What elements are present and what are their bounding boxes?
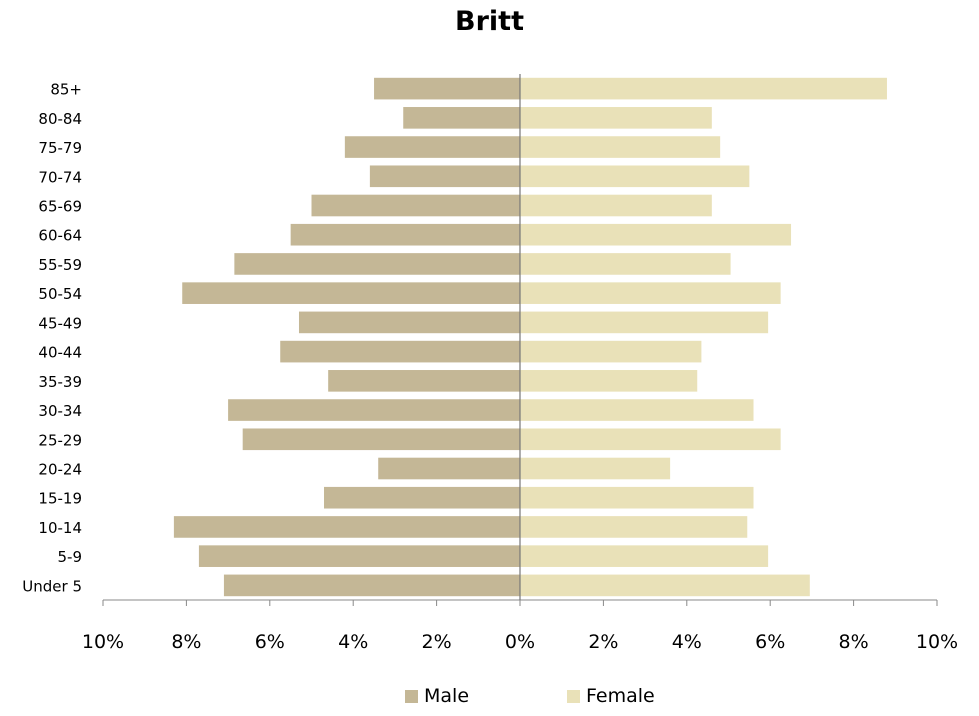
bar-female-16 — [520, 545, 769, 567]
bar-male-15 — [173, 516, 520, 538]
legend-swatch-female — [567, 689, 580, 703]
category-label: 60-64 — [38, 227, 82, 245]
x-tick-label: 4% — [338, 631, 368, 653]
category-label: 35-39 — [38, 373, 82, 391]
legend-label-female: Female — [586, 685, 655, 707]
bar-female-10 — [520, 370, 698, 392]
x-tick-label: 4% — [672, 631, 702, 653]
bar-male-2 — [344, 136, 520, 158]
category-label: 5-9 — [58, 548, 83, 566]
category-label: 50-54 — [38, 285, 82, 303]
bar-female-7 — [520, 282, 781, 304]
bar-female-0 — [520, 77, 887, 100]
category-label: 80-84 — [38, 110, 82, 128]
x-tick-label: 2% — [588, 631, 618, 653]
category-label: 65-69 — [38, 198, 82, 216]
x-tick-label: 0% — [505, 631, 535, 653]
bar-male-5 — [290, 223, 520, 246]
chart-title: Britt — [455, 6, 524, 37]
bar-female-5 — [520, 223, 792, 246]
bar-female-12 — [520, 428, 781, 451]
category-label: 30-34 — [38, 402, 82, 420]
category-label: 45-49 — [38, 314, 82, 332]
bar-female-17 — [520, 574, 810, 597]
x-tick-label: 2% — [422, 631, 452, 653]
bar-female-13 — [520, 457, 671, 480]
legend-label-male: Male — [424, 685, 470, 707]
x-tick-label: 8% — [839, 631, 869, 653]
bar-male-6 — [234, 253, 521, 275]
bar-female-2 — [520, 136, 721, 158]
category-label: Under 5 — [22, 577, 82, 595]
x-tick-label: 8% — [171, 631, 201, 653]
legend-item-female: Female — [567, 683, 655, 709]
bar-male-0 — [374, 77, 520, 100]
bar-female-6 — [520, 253, 731, 275]
bar-female-4 — [520, 194, 712, 217]
x-tick-label: 6% — [755, 631, 785, 653]
x-tick-label: 10% — [82, 631, 124, 653]
category-label: 85+ — [50, 81, 82, 99]
bar-male-3 — [369, 165, 520, 188]
bar-female-11 — [520, 399, 754, 421]
bar-male-7 — [182, 282, 521, 304]
bar-female-1 — [520, 107, 712, 129]
category-label: 10-14 — [38, 519, 82, 537]
bar-male-8 — [298, 311, 520, 334]
category-label: 25-29 — [38, 431, 82, 449]
bar-male-1 — [403, 107, 520, 129]
bar-female-3 — [520, 165, 750, 188]
bar-male-16 — [198, 545, 520, 567]
category-label: 40-44 — [38, 344, 82, 362]
bar-male-13 — [378, 457, 520, 480]
legend-item-male: Male — [405, 683, 469, 709]
bar-male-14 — [324, 486, 520, 509]
bar-female-8 — [520, 311, 769, 334]
category-label: 70-74 — [38, 168, 82, 186]
legend-swatch-male — [405, 689, 418, 703]
category-label: 55-59 — [38, 256, 82, 274]
bar-female-15 — [520, 516, 748, 538]
bar-male-12 — [242, 428, 520, 451]
bar-male-4 — [311, 194, 520, 217]
legend: Male Female — [0, 683, 979, 711]
category-label: 75-79 — [38, 139, 82, 157]
bar-female-9 — [520, 340, 702, 363]
bar-male-10 — [328, 370, 520, 392]
category-label: 15-19 — [38, 490, 82, 508]
x-tick-label: 6% — [255, 631, 285, 653]
bar-female-14 — [520, 486, 754, 509]
bar-male-11 — [228, 399, 520, 421]
category-label: 20-24 — [38, 461, 82, 479]
bar-male-9 — [280, 340, 520, 363]
x-tick-label: 10% — [916, 631, 958, 653]
bar-male-17 — [223, 574, 520, 597]
